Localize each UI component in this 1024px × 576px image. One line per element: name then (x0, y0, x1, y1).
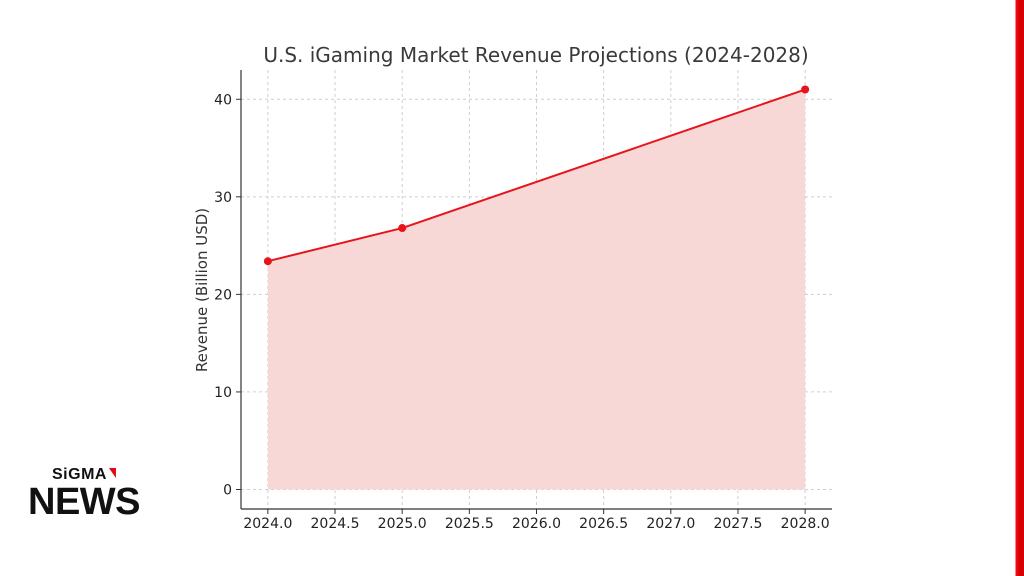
x-tick-label: 2026.5 (579, 516, 628, 532)
logo-mark-icon (108, 468, 116, 478)
y-tick-label: 0 (223, 482, 232, 498)
y-tick-label: 40 (214, 92, 232, 108)
y-tick-label: 10 (214, 385, 232, 401)
y-axis-label: Revenue (Billion USD) (193, 208, 211, 372)
axes (236, 70, 832, 514)
red-edge-bar (1010, 0, 1024, 576)
sigma-news-logo: SiGMA NEWS (28, 466, 141, 523)
x-tick-label: 2025.5 (445, 516, 494, 532)
x-tick-label: 2027.5 (713, 516, 762, 532)
logo-sigma: SiGMA (52, 466, 140, 484)
x-tick-label: 2028.0 (781, 516, 830, 532)
logo-news-text: NEWS (28, 481, 141, 523)
x-tick-label: 2025.0 (378, 516, 427, 532)
x-tick-label: 2024.0 (243, 516, 292, 532)
tick-labels: 2024.0 2024.5 2025.0 2025.5 2026.0 2026.5 2027… (214, 92, 829, 532)
data-marks (263, 85, 810, 266)
area-layer (267, 89, 806, 490)
data-point (801, 85, 810, 94)
data-point (263, 257, 272, 266)
data-point (398, 224, 407, 233)
logo-sigma-text: SiGMA (52, 466, 107, 483)
x-tick-label: 2027.0 (646, 516, 695, 532)
x-tick-label: 2024.5 (311, 516, 360, 532)
x-tick-label: 2026.0 (512, 516, 561, 532)
y-tick-label: 30 (214, 190, 232, 206)
y-tick-label: 20 (214, 287, 232, 303)
chart-title: U.S. iGaming Market Revenue Projections … (263, 43, 808, 67)
revenue-area (267, 89, 806, 490)
